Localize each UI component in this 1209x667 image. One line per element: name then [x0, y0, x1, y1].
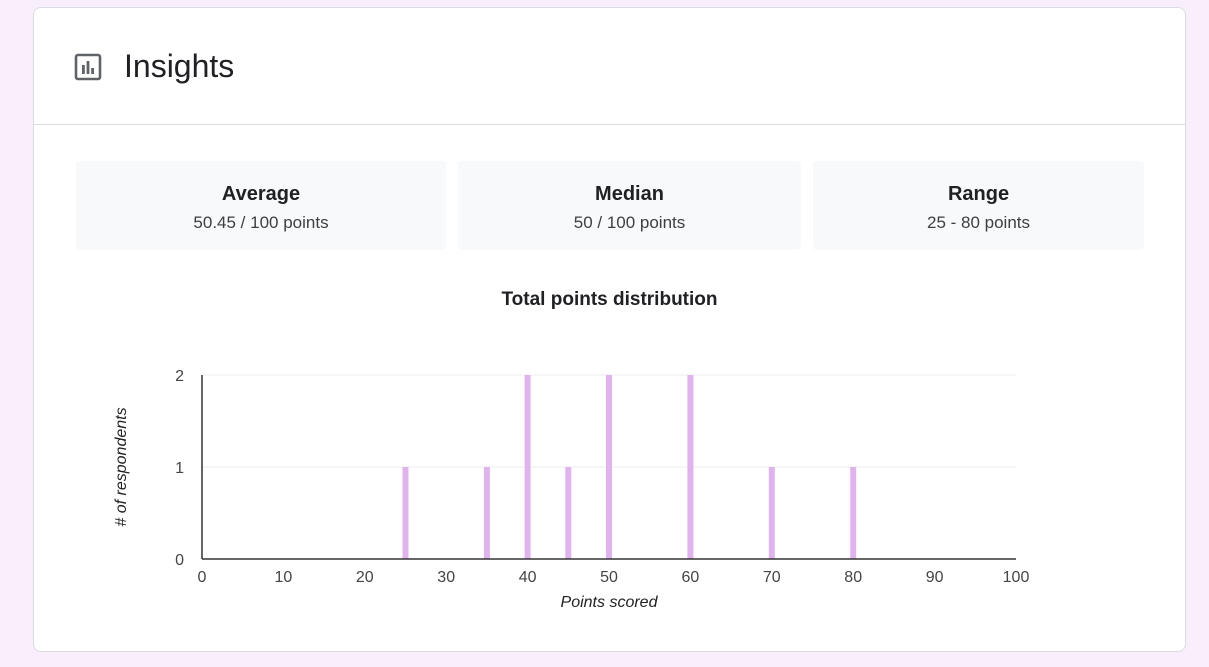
- stat-range-label: Range: [947, 183, 1010, 205]
- x-tick-label: 40: [519, 569, 537, 586]
- y-tick-label: 0: [175, 552, 184, 569]
- stat-average: Average 50.45 / 100 points: [76, 161, 446, 250]
- stat-range-value: 25 - 80 points: [926, 213, 1030, 232]
- bar: [687, 375, 694, 559]
- bar: [402, 467, 409, 559]
- bar: [524, 375, 531, 559]
- bar: [606, 375, 612, 559]
- bar: [850, 467, 857, 559]
- bar: [768, 467, 775, 559]
- x-axis-title: Points scored: [561, 594, 659, 611]
- bar: [565, 467, 572, 559]
- x-tick-label: 30: [437, 569, 455, 586]
- chart-title: Total points distribution: [501, 289, 718, 310]
- x-tick-label: 20: [356, 569, 374, 586]
- x-tick-label: 0: [198, 569, 207, 586]
- page-title: Insights: [124, 48, 235, 84]
- stat-median: Median 50 / 100 points: [458, 161, 801, 250]
- stat-average-label: Average: [221, 183, 301, 205]
- x-tick-label: 100: [1003, 569, 1030, 586]
- stat-range: Range 25 - 80 points: [813, 161, 1144, 250]
- bar-chart-icon: [74, 53, 102, 81]
- x-tick-label: 70: [763, 569, 781, 586]
- insights-header: Insights: [34, 8, 1185, 125]
- x-tick-label: 60: [682, 569, 700, 586]
- stat-median-label: Median: [595, 183, 664, 205]
- x-tick-label: 50: [600, 569, 618, 586]
- bar: [483, 467, 490, 559]
- stat-average-value: 50.45 / 100 points: [193, 213, 329, 232]
- y-tick-label: 2: [175, 368, 184, 385]
- stat-median-value: 50 / 100 points: [573, 213, 686, 232]
- x-tick-label: 10: [275, 569, 293, 586]
- x-tick-label: 80: [844, 569, 862, 586]
- y-tick-label: 1: [175, 460, 184, 477]
- insights-card: Insights Average 50.45 / 100 points Medi…: [33, 7, 1186, 652]
- y-axis-title: # of respondents: [113, 407, 130, 526]
- x-tick-label: 90: [926, 569, 944, 586]
